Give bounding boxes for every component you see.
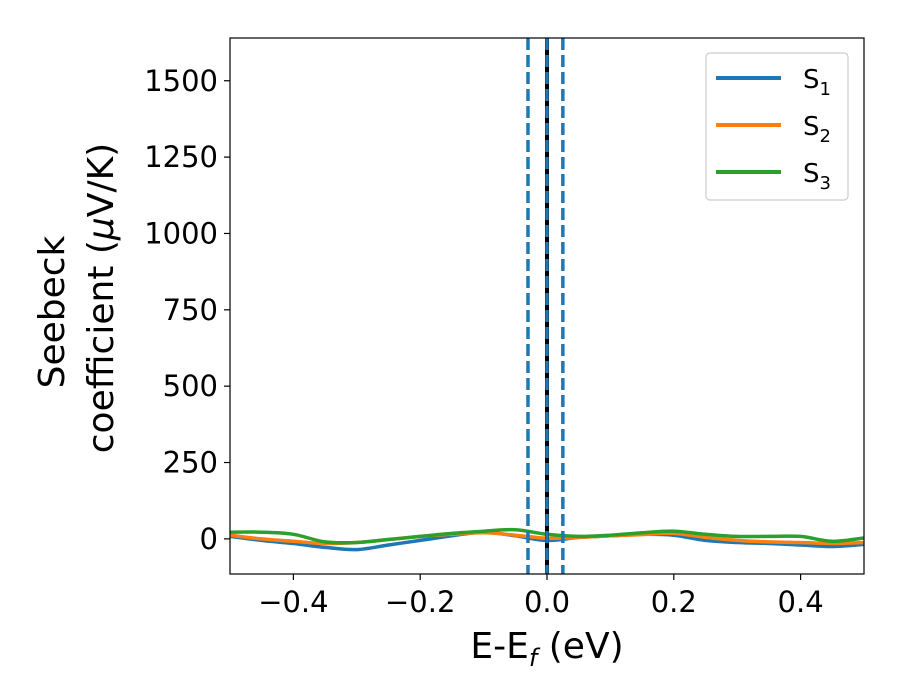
x-tick-label: 0.2 <box>651 585 697 619</box>
y-tick-label: 250 <box>163 446 218 480</box>
y-tick-label: 1000 <box>144 216 218 250</box>
y-tick-label: 0 <box>200 522 218 556</box>
x-tick-label: −0.4 <box>258 585 328 619</box>
legend-label-s3: S3 <box>803 159 831 194</box>
x-axis-title: E-Ef (eV) <box>470 626 623 672</box>
y-tick-label: 1500 <box>144 64 218 98</box>
legend-label-s2: S2 <box>803 112 831 147</box>
y-tick-label: 1250 <box>144 140 218 174</box>
legend: S1 S2 S3 <box>705 52 849 201</box>
y-axis-title-line2: coefficient (μV/K) <box>81 143 122 453</box>
legend-label-s1: S1 <box>803 65 831 100</box>
x-tick-label: 0.4 <box>778 585 824 619</box>
y-axis: 0 250 500 750 1000 1250 1500 <box>144 64 230 556</box>
plot-area <box>230 38 864 574</box>
y-tick-label: 500 <box>163 369 218 403</box>
y-tick-label: 750 <box>163 293 218 327</box>
x-axis: −0.4 −0.2 0.0 0.2 0.4 <box>258 574 824 619</box>
x-tick-label: 0.0 <box>524 585 570 619</box>
y-axis-title-line1: Seebeck <box>32 235 73 388</box>
x-tick-label: −0.2 <box>385 585 455 619</box>
